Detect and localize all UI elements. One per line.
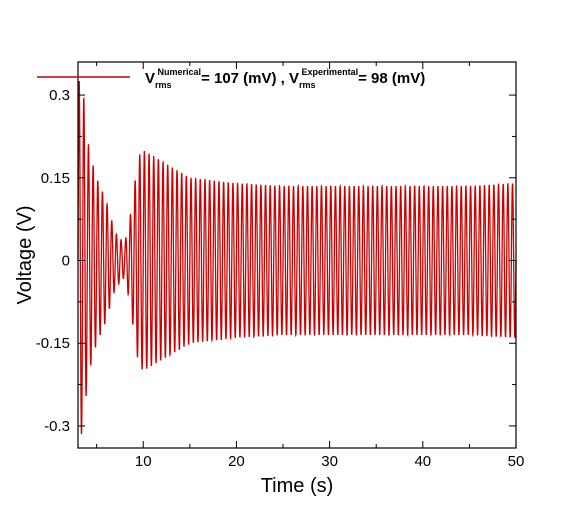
y-tick-label: -0.15 [36, 335, 70, 352]
legend-v1-sub: rms [155, 80, 172, 90]
legend-v2-tail: = 98 (mV) [358, 70, 425, 87]
legend-v1-tail: = 107 (mV) , V [201, 70, 299, 87]
legend-v1: V [145, 70, 155, 87]
y-tick-label: 0.15 [41, 170, 70, 187]
plot-frame [77, 61, 517, 449]
legend-v2-sup: Experimental [302, 67, 359, 77]
x-tick-label: 50 [508, 453, 525, 470]
y-tick-label: 0 [62, 253, 70, 270]
x-tick-label: 40 [414, 453, 431, 470]
series-line [77, 80, 517, 435]
legend-v1-sup: Numerical [158, 67, 202, 77]
legend-v2-sub: rms [299, 80, 316, 90]
x-tick-label: 20 [228, 453, 245, 470]
y-tick-label: 0.3 [49, 87, 70, 104]
series-layer [77, 80, 517, 435]
ticks-layer: 10 20 30 40 50 -0.3 -0.15 0 0.15 0.3 [36, 62, 525, 470]
y-tick-label: -0.3 [44, 418, 70, 435]
legend: VrmsNumerical= 107 (mV) , VrmsExperiment… [37, 67, 425, 90]
x-tick-label: 10 [135, 453, 152, 470]
x-axis-label: Time (s) [261, 475, 334, 497]
legend-label: VrmsNumerical= 107 (mV) , VrmsExperiment… [145, 67, 425, 90]
x-tick-label: 30 [321, 453, 338, 470]
y-axis-label: Voltage (V) [14, 206, 36, 305]
